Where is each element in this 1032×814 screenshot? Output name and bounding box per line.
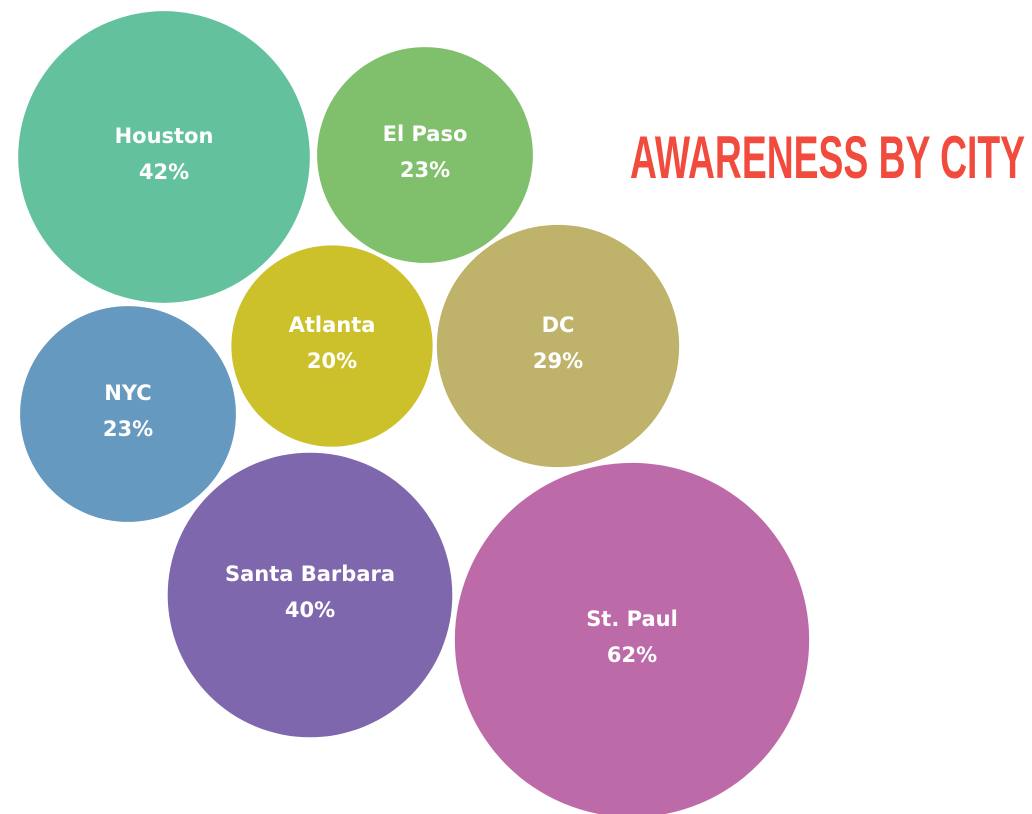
bubble-label: St. Paul xyxy=(586,607,678,631)
bubble xyxy=(18,11,310,303)
bubble-label: Santa Barbara xyxy=(225,562,395,586)
bubble-label: DC xyxy=(542,313,575,337)
bubble-label: Houston xyxy=(115,124,214,148)
value-label: 20% xyxy=(307,349,357,373)
bubble xyxy=(454,462,810,814)
value-label: 29% xyxy=(533,349,583,373)
bubble-label: Atlanta xyxy=(289,313,376,337)
bubble xyxy=(317,47,533,263)
bubble-label: NYC xyxy=(104,381,151,405)
value-label: 23% xyxy=(103,417,153,441)
value-label: 23% xyxy=(400,158,450,182)
value-label: 62% xyxy=(607,643,657,667)
chart-title: AWARENESS BY CITY xyxy=(630,124,1025,191)
bubble xyxy=(436,224,680,468)
value-label: 40% xyxy=(285,598,335,622)
bubble xyxy=(20,306,236,522)
bubble-label: El Paso xyxy=(383,122,468,146)
value-label: 42% xyxy=(139,160,189,184)
bubble xyxy=(231,245,433,447)
bubble xyxy=(167,452,453,738)
